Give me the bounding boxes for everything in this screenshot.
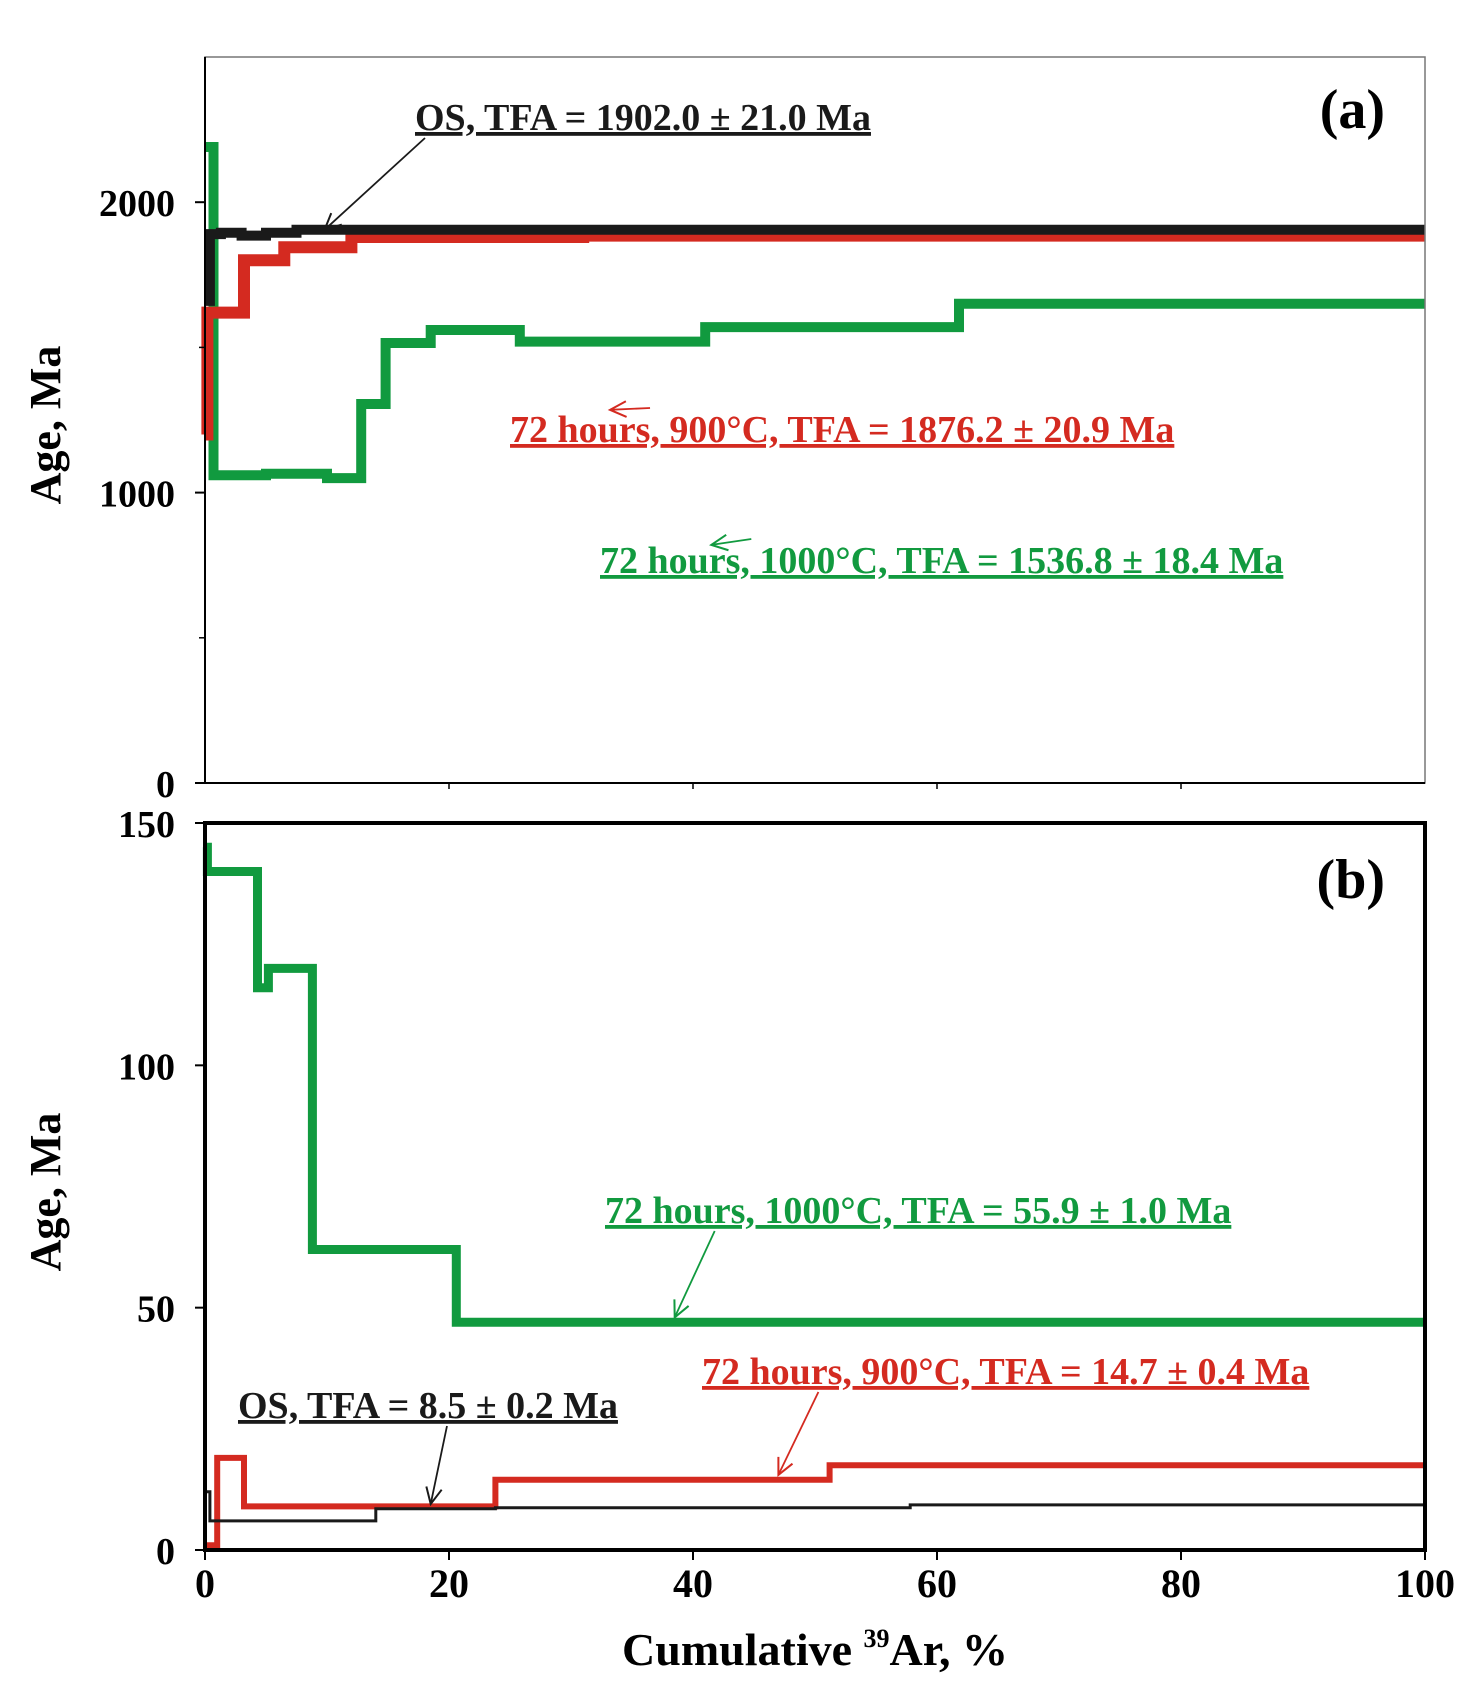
- panel-b-annotation-900: 72 hours, 900°C, TFA = 14.7 ± 0.4 Ma: [702, 1351, 1309, 1393]
- panel-a-axes-layer: 0 1000 2000: [99, 56, 1426, 806]
- x-axis-label-prefix: Cumulative: [622, 1624, 864, 1675]
- panel-a-ylabel: Age, Ma: [21, 346, 70, 505]
- series-h1000-line: [205, 142, 1425, 484]
- series-os-line: [204, 224, 1425, 306]
- series-h900-line: [205, 1454, 1425, 1549]
- series-h900-line: [201, 229, 1425, 441]
- annotation-arrow-line: [609, 407, 651, 411]
- x-axis-label: Cumulative 39Ar, %: [622, 1624, 1008, 1675]
- y-tick-label: 50: [137, 1289, 175, 1331]
- series-os-line: [205, 1490, 1425, 1523]
- annotation-arrow-line: [673, 1230, 716, 1318]
- x-tick-label: 40: [673, 1561, 713, 1606]
- x-axis-label-suffix: Ar, %: [890, 1624, 1008, 1675]
- annotation-arrow-line: [711, 538, 752, 546]
- x-tick-label: 80: [1161, 1561, 1201, 1606]
- annotation-arrow-head: [425, 1486, 443, 1507]
- series-h1000-line: [202, 842, 1425, 1327]
- panel-a: (a) Age, Ma 0 1000 2000 OS, TFA = 1902.0 ±…: [21, 56, 1426, 806]
- y-tick-label: 1000: [99, 474, 175, 516]
- y-tick-label: 150: [118, 804, 175, 846]
- annotation-arrow-line: [429, 1425, 448, 1505]
- panel-b-axes-layer: 0 50 100 150: [118, 804, 1427, 1573]
- annotation-arrow-head: [322, 212, 343, 232]
- panel-a-series-layer: [201, 142, 1425, 484]
- panel-b-annotations-layer: [425, 1230, 820, 1507]
- panel-a-label: (a): [1320, 79, 1385, 141]
- panel-b-series-layer: [202, 842, 1425, 1549]
- plot-frame: [203, 821, 1427, 1552]
- annotation-arrow-head: [777, 1456, 794, 1477]
- panel-a-annotation-900: 72 hours, 900°C, TFA = 1876.2 ± 20.9 Ma: [510, 409, 1174, 451]
- panel-b-label: (b): [1317, 849, 1385, 911]
- y-tick-label: 0: [156, 764, 175, 806]
- panel-a-annotation-1000: 72 hours, 1000°C, TFA = 1536.8 ± 18.4 Ma: [600, 540, 1283, 582]
- annotation-arrow-head: [673, 1299, 690, 1320]
- x-axis: 0 20 40 60 80 100: [195, 1550, 1455, 1606]
- y-tick-label: 0: [156, 1531, 175, 1573]
- annotation-arrow-line: [323, 137, 426, 231]
- panel-a-annotation-os: OS, TFA = 1902.0 ± 21.0 Ma: [415, 97, 871, 139]
- y-tick-label: 100: [118, 1046, 175, 1088]
- panel-a-annotations-layer: [322, 137, 752, 552]
- x-axis-label-superscript: 39: [864, 1624, 890, 1653]
- panel-b: (b) Age, Ma 0 50 100 150 72 hours, 1000°C, …: [21, 804, 1427, 1573]
- panel-b-ylabel: Age, Ma: [21, 1113, 70, 1272]
- y-tick-label: 2000: [99, 183, 175, 225]
- x-tick-label: 20: [429, 1561, 469, 1606]
- annotation-arrow-head: [607, 400, 627, 418]
- x-tick-label: 0: [195, 1561, 215, 1606]
- x-tick-label: 100: [1395, 1561, 1455, 1606]
- x-tick-label: 60: [917, 1561, 957, 1606]
- annotation-arrow-line: [777, 1391, 820, 1476]
- panel-b-annotation-os: OS, TFA = 8.5 ± 0.2 Ma: [238, 1385, 618, 1427]
- panel-b-annotation-1000: 72 hours, 1000°C, TFA = 55.9 ± 1.0 Ma: [605, 1190, 1231, 1232]
- annotation-arrow-head: [709, 533, 729, 552]
